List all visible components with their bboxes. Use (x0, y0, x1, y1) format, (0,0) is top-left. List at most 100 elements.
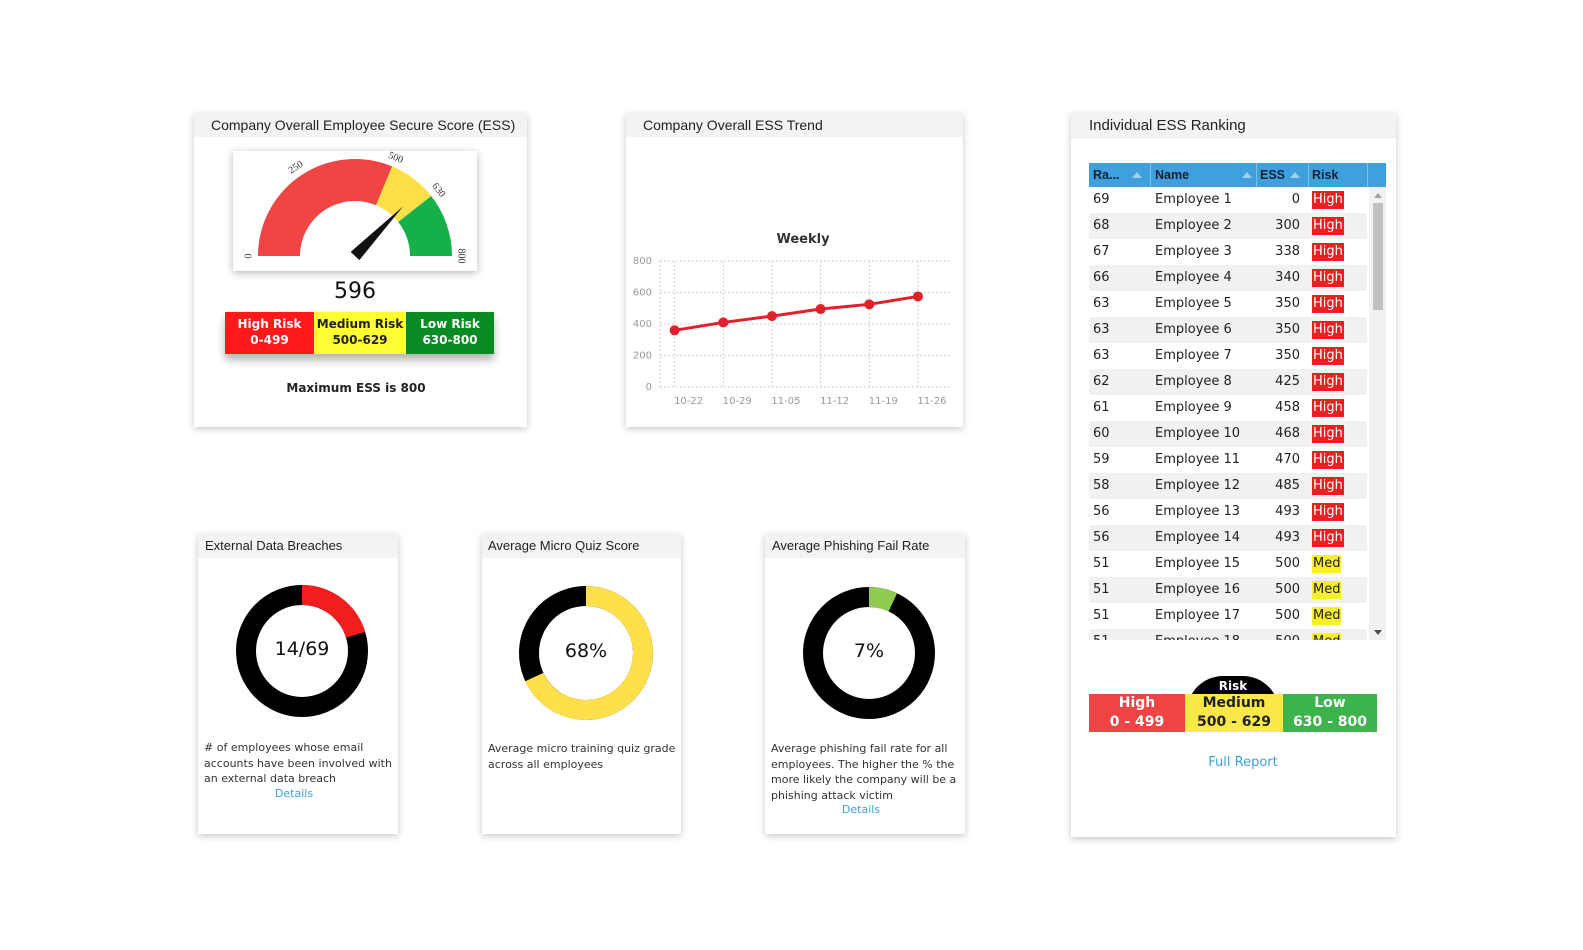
scrollbar-thumb[interactable] (1373, 203, 1383, 310)
row-rank: 60 (1093, 426, 1110, 441)
sort-up-icon[interactable] (1290, 172, 1300, 178)
column-name-label: Name (1155, 168, 1190, 182)
risk-badge: High (1312, 295, 1344, 313)
risk-badge: High (1312, 269, 1344, 287)
row-risk-cell: High (1312, 187, 1344, 213)
row-ess: 468 (1275, 426, 1300, 441)
legend-high-risk-label: High Risk (237, 317, 302, 331)
row-name: Employee 6 (1155, 322, 1232, 337)
quiz-value: 68% (564, 640, 608, 662)
phishing-card-title: Average Phishing Fail Rate (765, 534, 965, 558)
row-rank: 51 (1093, 608, 1110, 623)
row-rank: 63 (1093, 348, 1110, 363)
row-ess: 458 (1275, 400, 1300, 415)
ess-trend-chart: Weekly 0 200 400 600 800 10-22 10-29 11-05 11-12 1… (633, 232, 952, 407)
trend-x-tick-label: 10-22 (674, 396, 703, 407)
ess-gauge-chart: 0 250 500 630 800 (243, 150, 466, 264)
row-risk-cell: High (1312, 369, 1344, 395)
column-ess-label: ESS (1260, 168, 1286, 182)
table-row[interactable]: 59 Employee 11 470 High (1089, 447, 1367, 473)
ranking-scrollbar[interactable] (1369, 187, 1386, 640)
column-ess-header[interactable]: ESS (1256, 163, 1309, 187)
row-ess: 500 (1256, 629, 1300, 640)
legend-risk-header: Risk (1218, 679, 1248, 693)
row-ess: 350 (1275, 322, 1300, 337)
risk-badge: Med (1312, 555, 1342, 573)
gauge-tick-label: 250 (287, 159, 306, 176)
row-ess: 350 (1275, 296, 1300, 311)
table-row[interactable]: 62 Employee 8 425 High (1089, 369, 1367, 395)
trend-y-tick-label: 0 (646, 382, 652, 393)
breaches-description: # of employees whose email accounts have… (204, 741, 392, 785)
trend-y-tick-label: 200 (633, 351, 652, 362)
trend-data-point[interactable] (912, 291, 923, 302)
phishing-details-link[interactable]: Details (841, 803, 881, 816)
trend-data-point[interactable] (718, 317, 729, 328)
legend-medium: Medium 500 - 629 (1185, 694, 1283, 732)
row-name: Employee 2 (1155, 218, 1232, 233)
risk-badge: High (1312, 373, 1344, 391)
phishing-rate-card: Average Phishing Fail Rate 7% Average ph… (765, 534, 965, 834)
column-rank-header[interactable]: Ra... (1089, 163, 1151, 187)
table-row[interactable]: 68 Employee 2 300 High (1089, 213, 1367, 239)
row-name: Employee 4 (1155, 270, 1232, 285)
table-row[interactable]: 60 Employee 10 468 High (1089, 421, 1367, 447)
legend-low-risk-label: Low Risk (420, 317, 480, 331)
trend-data-point[interactable] (864, 299, 875, 310)
row-name: Employee 17 (1155, 608, 1241, 623)
table-row[interactable]: 69 Employee 1 0 High (1089, 187, 1367, 213)
row-rank: 63 (1093, 322, 1110, 337)
row-name: Employee 18 (1155, 629, 1240, 640)
full-report-link[interactable]: Full Report (1208, 755, 1278, 770)
quiz-score-card: Average Micro Quiz Score 68% Average mic… (482, 534, 681, 834)
scroll-down-arrow-icon[interactable] (1374, 630, 1382, 635)
column-rank-label: Ra... (1093, 168, 1120, 182)
row-rank: 58 (1093, 478, 1110, 493)
table-row[interactable]: 51 Employee 17 500 Med (1089, 603, 1367, 629)
row-risk-cell: High (1312, 525, 1344, 551)
quiz-donut-chart (519, 586, 653, 720)
ranking-card-title: Individual ESS Ranking (1071, 113, 1396, 139)
sort-up-icon[interactable] (1132, 172, 1142, 178)
row-risk-cell: High (1312, 421, 1344, 447)
column-name-header[interactable]: Name (1150, 163, 1257, 187)
table-row[interactable]: 51 Employee 15 500 Med (1089, 551, 1367, 577)
sort-up-icon[interactable] (1242, 172, 1252, 178)
trend-y-tick-label: 600 (633, 288, 652, 299)
table-row[interactable]: 61 Employee 9 458 High (1089, 395, 1367, 421)
risk-badge: High (1312, 503, 1344, 521)
table-row[interactable]: 56 Employee 14 493 High (1089, 525, 1367, 551)
table-row[interactable]: 51 Employee 16 500 Med (1089, 577, 1367, 603)
row-name: Employee 8 (1155, 374, 1232, 389)
ess-max-note: Maximum ESS is 800 (286, 381, 426, 395)
legend-high-range: 0 - 499 (1109, 714, 1165, 730)
breaches-value: 14/69 (274, 638, 330, 660)
table-row[interactable]: 63 Employee 7 350 High (1089, 343, 1367, 369)
phishing-value: 7% (853, 640, 885, 662)
column-risk-header[interactable]: Risk (1308, 163, 1368, 187)
phishing-donut-chart (803, 587, 935, 719)
table-row[interactable]: 67 Employee 3 338 High (1089, 239, 1367, 265)
table-row[interactable]: 66 Employee 4 340 High (1089, 265, 1367, 291)
table-row[interactable]: 58 Employee 12 485 High (1089, 473, 1367, 499)
trend-data-point[interactable] (669, 325, 680, 336)
ess-trend-card: Company Overall ESS Trend Weekly 0 200 400 6… (626, 113, 963, 427)
risk-badge: High (1312, 451, 1344, 469)
row-rank: 62 (1093, 374, 1110, 389)
table-row[interactable]: 63 Employee 6 350 High (1089, 317, 1367, 343)
row-risk-cell: High (1312, 239, 1344, 265)
legend-medium-risk-range: 500-629 (332, 333, 388, 347)
trend-data-point[interactable] (815, 304, 826, 315)
row-ess: 338 (1275, 244, 1300, 259)
table-row[interactable]: 63 Employee 5 350 High (1089, 291, 1367, 317)
breaches-details-link[interactable]: Details (274, 787, 314, 800)
row-name: Employee 7 (1155, 348, 1232, 363)
scroll-up-arrow-icon[interactable] (1374, 193, 1382, 198)
trend-data-point[interactable] (766, 311, 777, 322)
trend-x-tick-label: 11-12 (820, 396, 849, 407)
table-row[interactable]: 51 Employee 18 500 Med (1089, 629, 1367, 640)
table-row[interactable]: 56 Employee 13 493 High (1089, 499, 1367, 525)
row-ess: 485 (1275, 478, 1300, 493)
gauge-band-low (398, 195, 452, 256)
row-rank: 66 (1093, 270, 1110, 285)
